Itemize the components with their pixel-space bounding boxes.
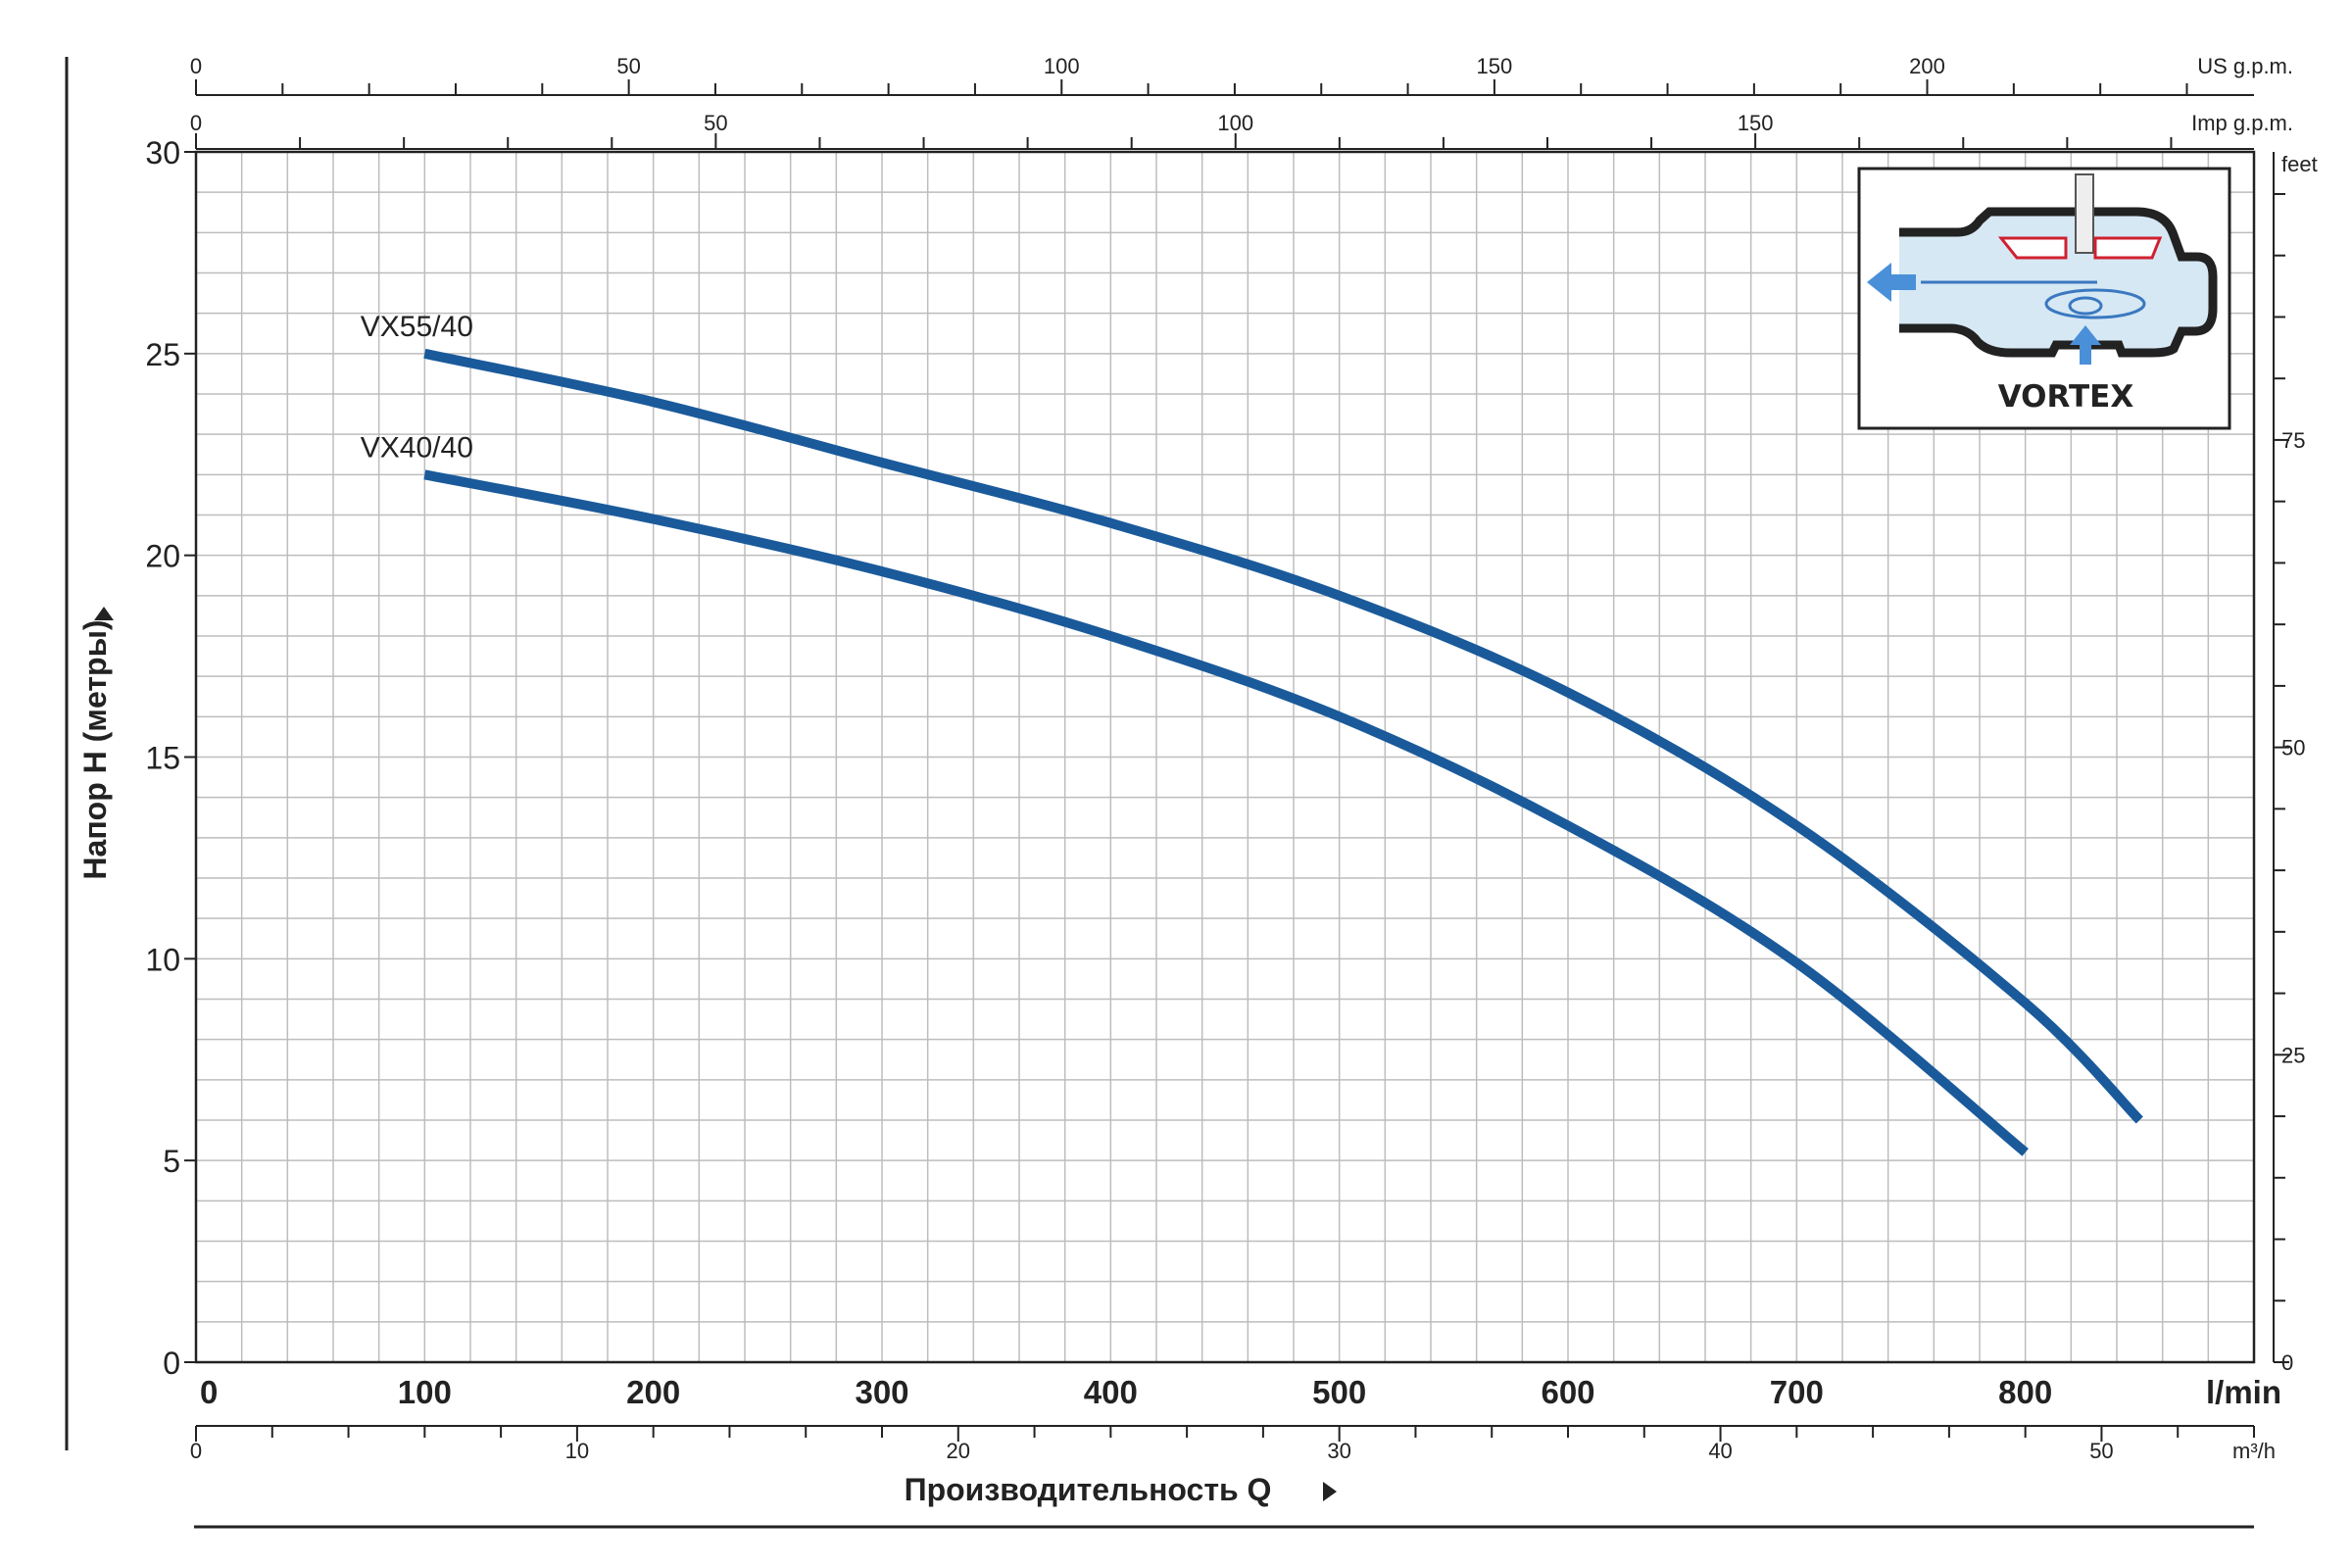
y-tick-label: 0 [163, 1346, 180, 1381]
m3h-tick-label: 0 [190, 1439, 202, 1463]
feet-unit-label: feet [2281, 152, 2318, 176]
series-label-vx55-40: VX55/40 [361, 311, 473, 343]
y-tick-label: 10 [145, 942, 180, 977]
y-axis-arrow-icon [94, 607, 114, 620]
m3h-tick-label: 40 [1708, 1439, 1732, 1463]
m3h-tick-label: 10 [565, 1439, 589, 1463]
y-axis-title: Напор H (метры) [77, 619, 113, 879]
impgpm-unit-label: Imp g.p.m. [2191, 111, 2293, 135]
usgpm-tick-label: 200 [1909, 54, 1945, 78]
outlet-arrow-icon [1867, 263, 1916, 302]
feet-tick-label: 25 [2281, 1043, 2305, 1067]
x-tick-label: 700 [1770, 1374, 1824, 1410]
m3h-tick-label: 30 [1327, 1439, 1350, 1463]
impeller-left-icon [1997, 236, 2068, 260]
x-tick-label: 0 [200, 1374, 218, 1410]
usgpm-tick-label: 0 [190, 54, 202, 78]
series-line-vx40-40 [423, 469, 2029, 1156]
impgpm-tick-label: 100 [1217, 111, 1253, 135]
impgpm-tick-label: 150 [1738, 111, 1774, 135]
y-tick-label: 25 [145, 337, 180, 372]
x-tick-label: 300 [855, 1374, 908, 1410]
y-tick-label: 5 [163, 1144, 180, 1179]
inlet-arrow-icon [2070, 325, 2101, 365]
vortex-swirl-inner-icon [2068, 296, 2103, 316]
impgpm-tick-label: 50 [704, 111, 727, 135]
series-layer: VX55/40 VX40/40 [361, 311, 2143, 1156]
vortex-inset: VORTEX [1857, 167, 2231, 430]
m3h-tick-label: 50 [2089, 1439, 2113, 1463]
x-tick-label: 500 [1312, 1374, 1366, 1410]
x-axis-title: Производительность Q [905, 1472, 1272, 1507]
series-label-vx40-40: VX40/40 [361, 431, 473, 464]
inset-label: VORTEX [1998, 379, 2134, 415]
m3h-unit-label: m³/h [2232, 1439, 2276, 1463]
m3h-tick-label: 20 [947, 1439, 970, 1463]
y-tick-label: 15 [145, 741, 180, 776]
feet-tick-label: 0 [2281, 1350, 2293, 1375]
x-tick-label: 600 [1541, 1374, 1594, 1410]
x-tick-label: 200 [626, 1374, 680, 1410]
shaft-icon [2075, 173, 2094, 254]
usgpm-tick-label: 50 [616, 54, 640, 78]
y-tick-label: 20 [145, 539, 180, 574]
x-tick-label: 100 [398, 1374, 452, 1410]
usgpm-unit-label: US g.p.m. [2197, 54, 2293, 78]
x-axis-arrow-icon [1323, 1482, 1337, 1501]
x-tick-label: 800 [1998, 1374, 2052, 1410]
x-tick-label: 400 [1084, 1374, 1138, 1410]
vortex-swirl-icon [2044, 288, 2146, 319]
impgpm-tick-label: 0 [190, 111, 202, 135]
impeller-right-icon [2093, 236, 2163, 260]
x-unit-label: l/min [2206, 1374, 2281, 1410]
y-tick-label: 30 [145, 135, 180, 171]
usgpm-tick-label: 100 [1044, 54, 1080, 78]
feet-tick-label: 50 [2281, 736, 2305, 760]
series-line-vx55-40 [423, 348, 2143, 1124]
usgpm-tick-label: 150 [1477, 54, 1513, 78]
feet-tick-label: 75 [2281, 428, 2305, 453]
